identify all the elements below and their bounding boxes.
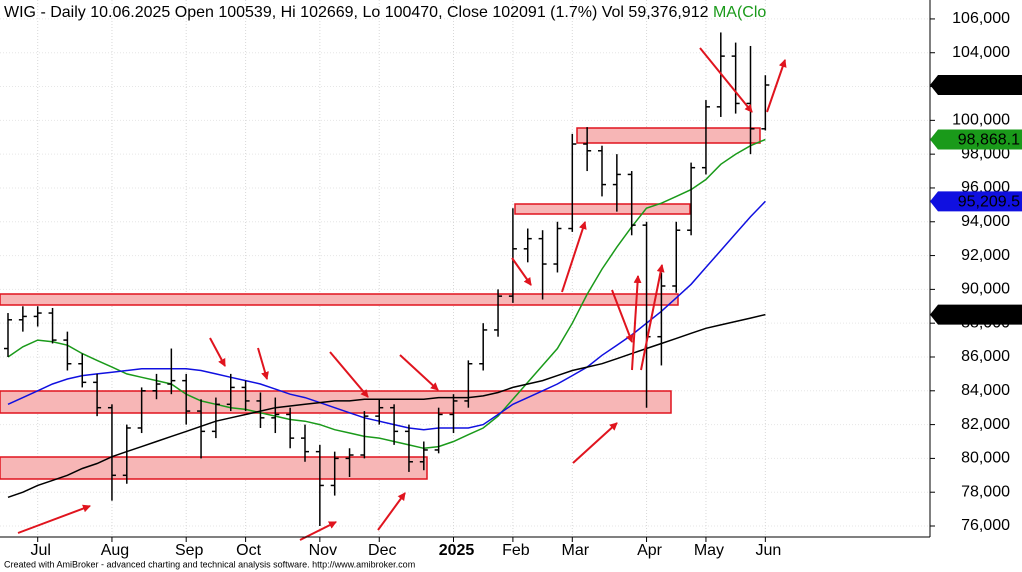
arrow	[329, 351, 369, 398]
arrow	[561, 221, 587, 293]
arrow	[640, 264, 665, 371]
y-tick-label: 80,000	[961, 450, 1010, 467]
x-tick-label: Oct	[236, 542, 261, 559]
x-tick-label: Jul	[30, 542, 50, 559]
x-tick-label: Mar	[562, 542, 590, 559]
ma-line	[7, 138, 766, 450]
arrow	[257, 347, 269, 380]
chart-title: WIG - Daily 10.06.2025 Open 100539, Hi 1…	[4, 4, 766, 21]
last-value-box	[930, 75, 1022, 96]
last-value-box	[930, 304, 1022, 325]
arrow	[699, 47, 753, 113]
last-value-box	[930, 191, 1022, 212]
title-text: WIG - Daily 10.06.2025 Open 100539, Hi 1…	[4, 4, 709, 21]
y-tick-label: 86,000	[961, 348, 1010, 365]
last-value-label: 98,868.1	[958, 132, 1020, 149]
x-tick-label: Sep	[175, 542, 204, 559]
x-tick-label: Dec	[368, 542, 396, 559]
arrow	[631, 275, 642, 371]
last-value-label: 102,091	[962, 77, 1020, 94]
zone	[0, 293, 679, 306]
x-tick-label: Aug	[101, 542, 129, 559]
footer: Created with AmiBroker - advanced charti…	[4, 559, 415, 569]
x-tick-label: 2025	[439, 542, 475, 559]
y-tick-label: 78,000	[961, 483, 1010, 500]
annotation-arrows	[17, 47, 787, 541]
title-ma: MA(Clo	[713, 4, 766, 21]
x-tick-label: Jun	[755, 542, 781, 559]
zone	[514, 203, 691, 215]
arrow	[209, 337, 226, 367]
y-tick-label: 104,000	[952, 44, 1010, 61]
x-tick-label: Apr	[637, 542, 663, 559]
zone	[0, 390, 672, 414]
arrow	[399, 354, 439, 391]
arrow	[766, 59, 787, 113]
y-tick-label: 82,000	[961, 416, 1010, 433]
last-value-box	[930, 129, 1022, 150]
y-tick-label: 98,000	[961, 145, 1010, 162]
y-tick-label: 94,000	[961, 213, 1010, 230]
x-tick-label: May	[694, 542, 724, 559]
arrow	[572, 422, 618, 464]
arrow	[611, 289, 634, 343]
y-tick-label: 92,000	[961, 247, 1010, 264]
y-tick-label: 76,000	[961, 517, 1010, 534]
arrow	[377, 492, 406, 531]
y-tick-label: 84,000	[961, 382, 1010, 399]
plot	[4, 32, 770, 527]
ma-line	[7, 200, 766, 431]
y-tick-label: 90,000	[961, 281, 1010, 298]
arrow	[511, 257, 532, 286]
x-tick-label: Nov	[309, 542, 337, 559]
last-value-label: 95,209.5	[958, 194, 1020, 211]
zone	[576, 127, 761, 144]
y-tick-label: 100,000	[952, 112, 1010, 129]
last-value-label: 88,505.8	[958, 307, 1020, 324]
x-tick-label: Feb	[502, 542, 530, 559]
y-tick-label: 106,000	[952, 10, 1010, 27]
ma-line	[7, 313, 766, 499]
arrow	[17, 504, 91, 534]
